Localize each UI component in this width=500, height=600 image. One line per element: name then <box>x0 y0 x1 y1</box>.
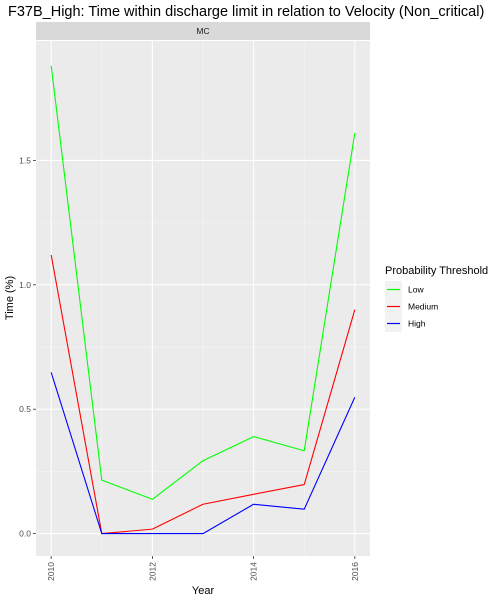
x-axis-ticks: 2010 2012 2014 2016 <box>46 556 360 581</box>
y-tick-label: 1.0 <box>19 280 31 290</box>
series-line-low <box>50 65 356 500</box>
x-tick-label: 2014 <box>249 562 259 581</box>
y-tick-label: 0.0 <box>19 529 31 539</box>
series-line-high <box>50 372 356 535</box>
y-axis-title: Time (%) <box>4 276 16 320</box>
y-axis-ticks: 0.0 0.5 1.0 1.5 <box>19 155 36 539</box>
series-layer <box>50 65 356 535</box>
minor-gridlines <box>36 41 370 556</box>
legend: Probability Threshold Low Medium High <box>385 265 488 332</box>
y-tick-label: 1.5 <box>19 155 31 165</box>
legend-title: Probability Threshold <box>385 265 488 277</box>
legend-label-high: High <box>408 319 426 329</box>
chart-title: F37B_High: Time within discharge limit i… <box>8 4 484 20</box>
x-tick-label: 2012 <box>147 562 157 581</box>
x-tick-label: 2016 <box>350 562 360 581</box>
x-axis-title: Year <box>192 585 215 597</box>
x-tick-label: 2010 <box>46 562 56 581</box>
y-tick-label: 0.5 <box>19 404 31 414</box>
legend-label-medium: Medium <box>408 302 438 312</box>
legend-label-low: Low <box>408 285 424 295</box>
facet-label: MC <box>196 26 209 36</box>
facet-strip <box>36 22 370 40</box>
